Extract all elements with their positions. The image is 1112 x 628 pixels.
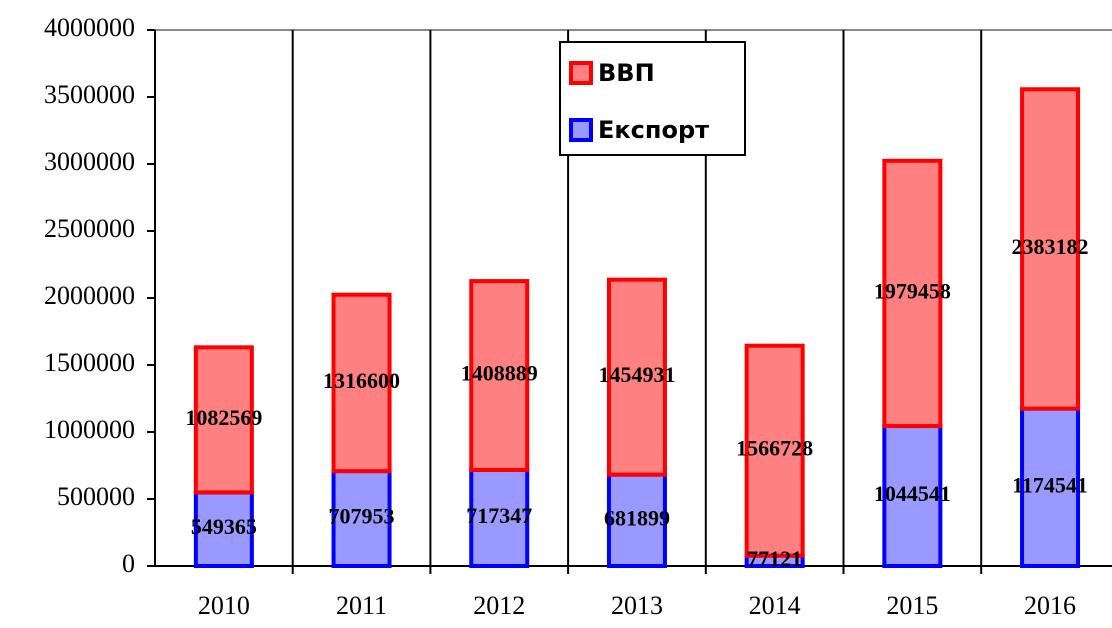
bar-segment — [882, 158, 943, 429]
y-tick-label: 1000000 — [44, 415, 135, 444]
bar-segment — [606, 277, 667, 477]
bar-segment — [1020, 87, 1081, 411]
x-tick-label: 2010 — [198, 591, 250, 620]
x-tick-label: 2014 — [749, 591, 801, 620]
data-label: 1174541 — [1012, 472, 1088, 497]
legend-label: Експорт — [598, 116, 709, 144]
y-tick-label: 2000000 — [44, 281, 135, 310]
legend-swatch — [569, 118, 593, 142]
data-label: 1082569 — [185, 405, 262, 430]
y-tick-label: 3000000 — [44, 147, 135, 176]
bar-segment — [469, 279, 530, 472]
x-tick-label: 2012 — [473, 591, 525, 620]
bar-segment — [331, 292, 392, 474]
data-label: 1044541 — [874, 481, 951, 506]
data-label: 549365 — [191, 514, 257, 539]
data-label: 707953 — [329, 504, 395, 529]
data-label: 717347 — [466, 503, 532, 528]
legend-swatch — [569, 61, 593, 85]
legend-label: ВВП — [598, 59, 655, 87]
y-tick-label: 2500000 — [44, 214, 135, 243]
data-label: 1566728 — [736, 436, 813, 461]
data-label: 1454931 — [598, 362, 675, 387]
x-tick-label: 2011 — [336, 591, 387, 620]
bar-segment — [193, 345, 254, 495]
y-tick-label: 500000 — [57, 482, 135, 511]
x-tick-label: 2016 — [1024, 591, 1076, 620]
x-tick-label: 2015 — [886, 591, 938, 620]
data-label: 1408889 — [461, 361, 538, 386]
data-label: 77121 — [747, 546, 802, 571]
y-tick-label: 4000000 — [44, 13, 135, 42]
data-label: 681899 — [604, 505, 670, 530]
bar-segment — [744, 343, 805, 558]
y-tick-label: 1500000 — [44, 348, 135, 377]
y-tick-label: 3500000 — [44, 80, 135, 109]
data-label: 1979458 — [874, 278, 951, 303]
y-tick-label: 0 — [122, 549, 135, 578]
data-label: 1316600 — [323, 368, 400, 393]
x-tick-label: 2013 — [611, 591, 663, 620]
data-label: 2383182 — [1012, 234, 1089, 259]
